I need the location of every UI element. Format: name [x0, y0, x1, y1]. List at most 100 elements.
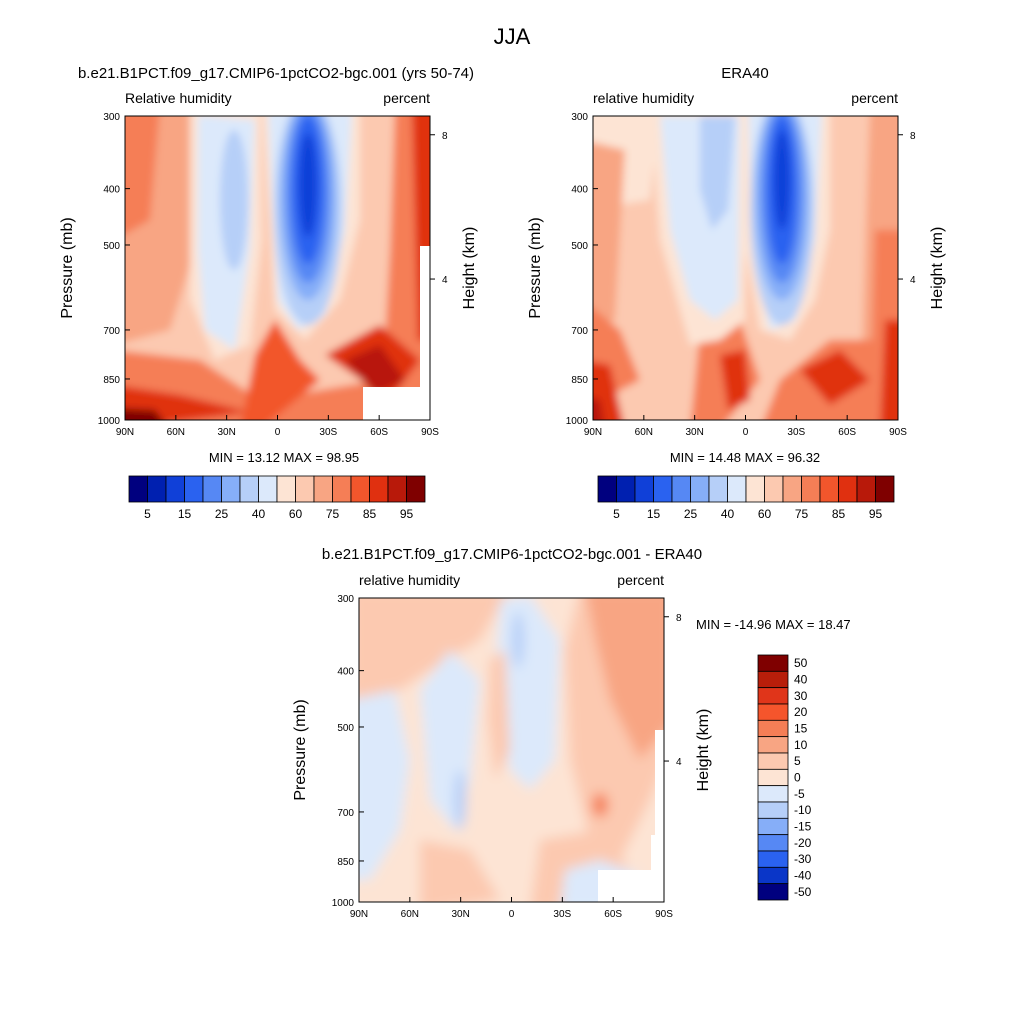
y-tick-label: 850 — [337, 857, 354, 868]
y2-tick-label: 4 — [910, 275, 916, 286]
y-tick-label: 700 — [337, 808, 354, 819]
colorbar-swatch — [239, 475, 259, 503]
x-tick-label: 60S — [604, 909, 622, 920]
x-tick-label: 60N — [401, 909, 419, 920]
x-tick-label: 90N — [116, 427, 134, 438]
y-tick-label: 300 — [103, 112, 120, 123]
y-tick-label: 1000 — [566, 416, 589, 427]
x-tick-label: 90S — [421, 427, 439, 438]
colorbar-label: 5 — [794, 754, 801, 768]
panel-diff-field — [359, 598, 664, 902]
colorbar-swatch — [313, 475, 333, 503]
colorbar-swatch — [653, 475, 673, 503]
colorbar-swatch — [757, 850, 789, 868]
colorbar-swatch — [147, 475, 167, 503]
panel-model-ylabel-right: Height (km) — [461, 227, 478, 310]
colorbar-swatch — [782, 475, 802, 503]
panel-diff-stats: MIN = -14.96 MAX = 18.47 — [696, 617, 851, 632]
panel-era40-left-label: relative humidity — [593, 90, 694, 106]
x-tick-label: 90S — [655, 909, 673, 920]
x-tick-label: 60N — [167, 427, 185, 438]
y-tick-label: 300 — [337, 594, 354, 605]
x-tick-label: 60S — [838, 427, 856, 438]
colorbar-swatch — [757, 834, 789, 852]
colorbar-label: 0 — [794, 771, 801, 785]
colorbar-swatch — [258, 475, 278, 503]
colorbar-label: -40 — [794, 869, 812, 883]
colorbar-swatch — [387, 475, 407, 503]
panel-era40-title: ERA40 — [721, 65, 769, 82]
x-tick-label: 30S — [319, 427, 337, 438]
colorbar-label: -5 — [794, 787, 805, 801]
panel-model-right-label: percent — [383, 90, 430, 106]
x-tick-label: 0 — [743, 427, 749, 438]
colorbar-label: 95 — [400, 507, 414, 521]
colorbar-label: 10 — [794, 738, 808, 752]
colorbar-swatch — [757, 703, 789, 721]
colorbar-label: 25 — [215, 507, 229, 521]
x-tick-label: 60S — [370, 427, 388, 438]
x-tick-label: 0 — [509, 909, 515, 920]
colorbar-swatch — [757, 654, 789, 672]
colorbar-label: -20 — [794, 836, 812, 850]
colorbar-label: -15 — [794, 820, 812, 834]
colorbar-swatch — [819, 475, 839, 503]
x-tick-label: 30N — [451, 909, 469, 920]
colorbar-swatch — [757, 736, 789, 754]
panel-era40-stats: MIN = 14.48 MAX = 96.32 — [670, 450, 820, 465]
colorbar-label: -10 — [794, 803, 812, 817]
x-tick-label: 30S — [787, 427, 805, 438]
panel-model-colorbar: 5 15 25 40 60 75 85 95 — [128, 475, 426, 521]
colorbar-swatch — [757, 768, 789, 787]
colorbar-swatch — [801, 475, 821, 503]
colorbar-swatch — [757, 752, 789, 770]
colorbar-label: 25 — [684, 507, 698, 521]
panel-model-field — [125, 116, 430, 420]
panel-diff-ylabel-right: Height (km) — [695, 709, 712, 792]
y-tick-label: 850 — [571, 375, 588, 386]
figure-title: JJA — [494, 24, 531, 49]
colorbar-label: 60 — [758, 507, 772, 521]
colorbar-swatch — [597, 475, 617, 503]
colorbar-swatch — [406, 475, 426, 503]
y-tick-label: 700 — [571, 326, 588, 337]
colorbar-swatch — [350, 475, 370, 503]
colorbar-swatch — [221, 475, 241, 503]
panel-model-y-axis: 300 400 500 700 850 1000 — [98, 112, 130, 427]
colorbar-swatch — [757, 670, 789, 689]
colorbar-label: 5 — [144, 507, 151, 521]
colorbar-swatch — [757, 866, 789, 885]
x-tick-label: 30N — [685, 427, 703, 438]
colorbar-label: 40 — [794, 673, 808, 687]
colorbar-label: 15 — [178, 507, 192, 521]
panel-model-title: b.e21.B1PCT.f09_g17.CMIP6-1pctCO2-bgc.00… — [78, 65, 474, 82]
y-tick-label: 500 — [571, 241, 588, 252]
y-tick-label: 400 — [337, 667, 354, 678]
panel-model-x-axis: 90N 60N 30N 0 30S 60S 90S — [116, 415, 439, 438]
x-tick-label: 30N — [217, 427, 235, 438]
colorbar-swatch — [757, 801, 789, 819]
panel-diff-ylabel: Pressure (mb) — [292, 699, 309, 800]
colorbar-swatch — [875, 475, 895, 503]
colorbar-label: 75 — [326, 507, 340, 521]
colorbar-swatch — [671, 475, 691, 503]
y-tick-label: 1000 — [98, 416, 121, 427]
y2-tick-label: 8 — [910, 131, 916, 142]
colorbar-swatch — [165, 475, 185, 503]
colorbar-label: 85 — [363, 507, 377, 521]
colorbar-swatch — [757, 785, 789, 803]
panel-era40-y-axis: 300 400 500 700 850 1000 — [566, 112, 598, 427]
colorbar-swatch — [295, 475, 315, 503]
colorbar-swatch — [184, 475, 204, 503]
colorbar-label: 30 — [794, 689, 808, 703]
colorbar-label: -30 — [794, 852, 812, 866]
panel-diff-title: b.e21.B1PCT.f09_g17.CMIP6-1pctCO2-bgc.00… — [322, 546, 702, 563]
panel-era40-ylabel-right: Height (km) — [929, 227, 946, 310]
colorbar-label: 60 — [289, 507, 303, 521]
panel-model-left-label: Relative humidity — [125, 90, 232, 106]
panel-era40-x-axis: 90N 60N 30N 0 30S 60S 90S — [584, 415, 907, 438]
colorbar-label: 40 — [252, 507, 266, 521]
panel-model-stats: MIN = 13.12 MAX = 98.95 — [209, 450, 359, 465]
colorbar-swatch — [202, 475, 222, 503]
colorbar-swatch — [757, 687, 789, 705]
